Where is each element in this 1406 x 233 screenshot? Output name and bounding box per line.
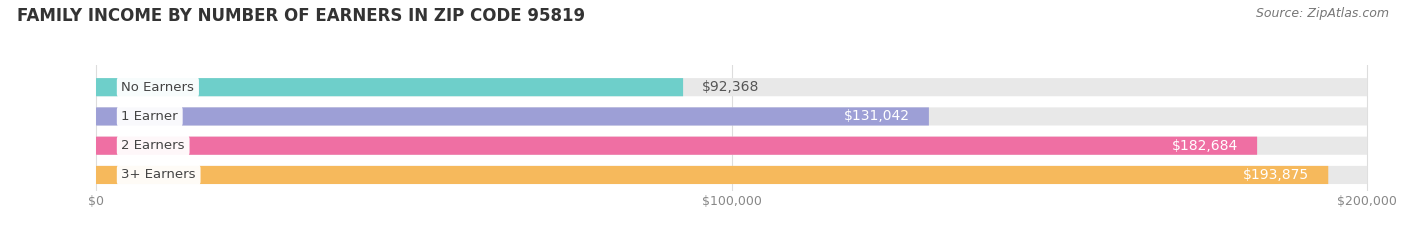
Text: 2 Earners: 2 Earners [121, 139, 186, 152]
FancyBboxPatch shape [96, 137, 1367, 155]
FancyBboxPatch shape [96, 166, 1367, 184]
FancyBboxPatch shape [96, 78, 683, 96]
FancyBboxPatch shape [96, 137, 1257, 155]
Text: No Earners: No Earners [121, 81, 194, 94]
Text: 3+ Earners: 3+ Earners [121, 168, 195, 182]
Text: FAMILY INCOME BY NUMBER OF EARNERS IN ZIP CODE 95819: FAMILY INCOME BY NUMBER OF EARNERS IN ZI… [17, 7, 585, 25]
FancyBboxPatch shape [96, 107, 929, 126]
FancyBboxPatch shape [96, 107, 1367, 126]
Text: 1 Earner: 1 Earner [121, 110, 179, 123]
Text: Source: ZipAtlas.com: Source: ZipAtlas.com [1256, 7, 1389, 20]
Text: $92,368: $92,368 [702, 80, 759, 94]
FancyBboxPatch shape [96, 78, 1367, 96]
Text: $182,684: $182,684 [1171, 139, 1239, 153]
Text: $193,875: $193,875 [1243, 168, 1309, 182]
FancyBboxPatch shape [96, 166, 1329, 184]
Text: $131,042: $131,042 [844, 110, 910, 123]
